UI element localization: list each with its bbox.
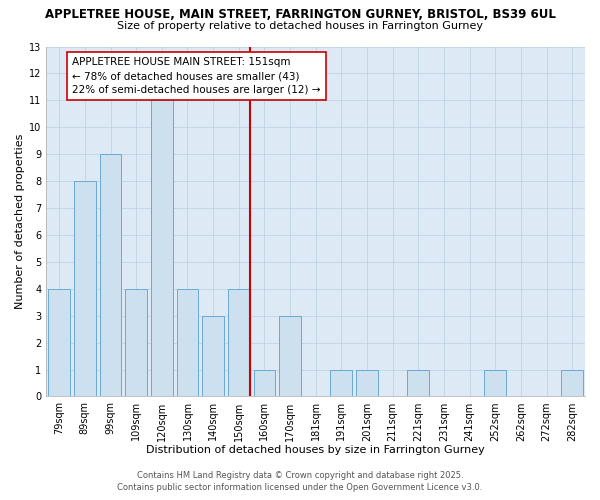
Bar bbox=[561, 370, 583, 396]
Bar bbox=[228, 289, 250, 397]
Text: APPLETREE HOUSE MAIN STREET: 151sqm
← 78% of detached houses are smaller (43)
22: APPLETREE HOUSE MAIN STREET: 151sqm ← 78… bbox=[72, 58, 320, 96]
Bar bbox=[407, 370, 429, 396]
Y-axis label: Number of detached properties: Number of detached properties bbox=[15, 134, 25, 309]
Text: Contains HM Land Registry data © Crown copyright and database right 2025.
Contai: Contains HM Land Registry data © Crown c… bbox=[118, 471, 482, 492]
Bar bbox=[151, 100, 173, 397]
Bar bbox=[356, 370, 378, 396]
X-axis label: Distribution of detached houses by size in Farrington Gurney: Distribution of detached houses by size … bbox=[146, 445, 485, 455]
Bar bbox=[125, 289, 147, 397]
Bar bbox=[202, 316, 224, 396]
Text: Size of property relative to detached houses in Farrington Gurney: Size of property relative to detached ho… bbox=[117, 21, 483, 31]
Bar bbox=[254, 370, 275, 396]
Bar bbox=[74, 181, 96, 396]
Bar bbox=[100, 154, 121, 396]
Bar bbox=[484, 370, 506, 396]
Bar bbox=[49, 289, 70, 397]
Bar bbox=[279, 316, 301, 396]
Bar bbox=[331, 370, 352, 396]
Bar bbox=[176, 289, 199, 397]
Text: APPLETREE HOUSE, MAIN STREET, FARRINGTON GURNEY, BRISTOL, BS39 6UL: APPLETREE HOUSE, MAIN STREET, FARRINGTON… bbox=[44, 8, 556, 20]
